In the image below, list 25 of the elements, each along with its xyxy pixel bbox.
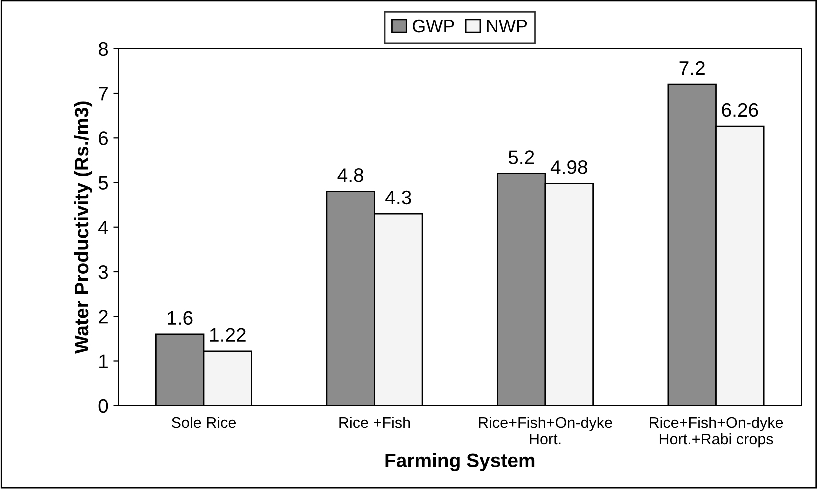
x-tick-label: Rice +Fish — [340, 416, 410, 428]
y-tick-label: 3 — [98, 265, 108, 280]
y-tick-label: 6 — [99, 132, 108, 146]
y-tick-label: 7 — [99, 87, 108, 101]
legend-label: GWP — [412, 20, 454, 33]
y-tick-label: 4 — [98, 221, 108, 234]
y-tick-label: 5 — [98, 176, 108, 190]
data-label: 5.2 — [508, 150, 534, 164]
data-label: 1.6 — [168, 311, 193, 326]
x-tick-label: Rice+Fish+On-dyke Hort.+Rabi crops — [650, 416, 784, 448]
data-label: 1.22 — [210, 328, 246, 342]
legend-label: NWP — [487, 20, 528, 33]
data-label: 4.8 — [338, 168, 364, 182]
y-axis-title: Water Productivity (Rs./m3) — [74, 102, 93, 354]
data-label: 4.3 — [386, 190, 412, 205]
y-tick-label: 8 — [98, 42, 108, 56]
data-label: 6.26 — [722, 103, 758, 118]
y-tick-label: 0 — [98, 399, 108, 414]
y-tick-label: 1 — [100, 354, 108, 368]
data-label: 4.98 — [550, 160, 588, 174]
y-tick-label: 2 — [99, 310, 108, 324]
x-tick-label: Sole Rice — [172, 416, 236, 428]
x-tick-label: Rice+Fish+On-dyke Hort. — [479, 416, 612, 445]
data-label: 7.2 — [680, 61, 705, 76]
x-axis-title: Farming System — [386, 453, 535, 472]
